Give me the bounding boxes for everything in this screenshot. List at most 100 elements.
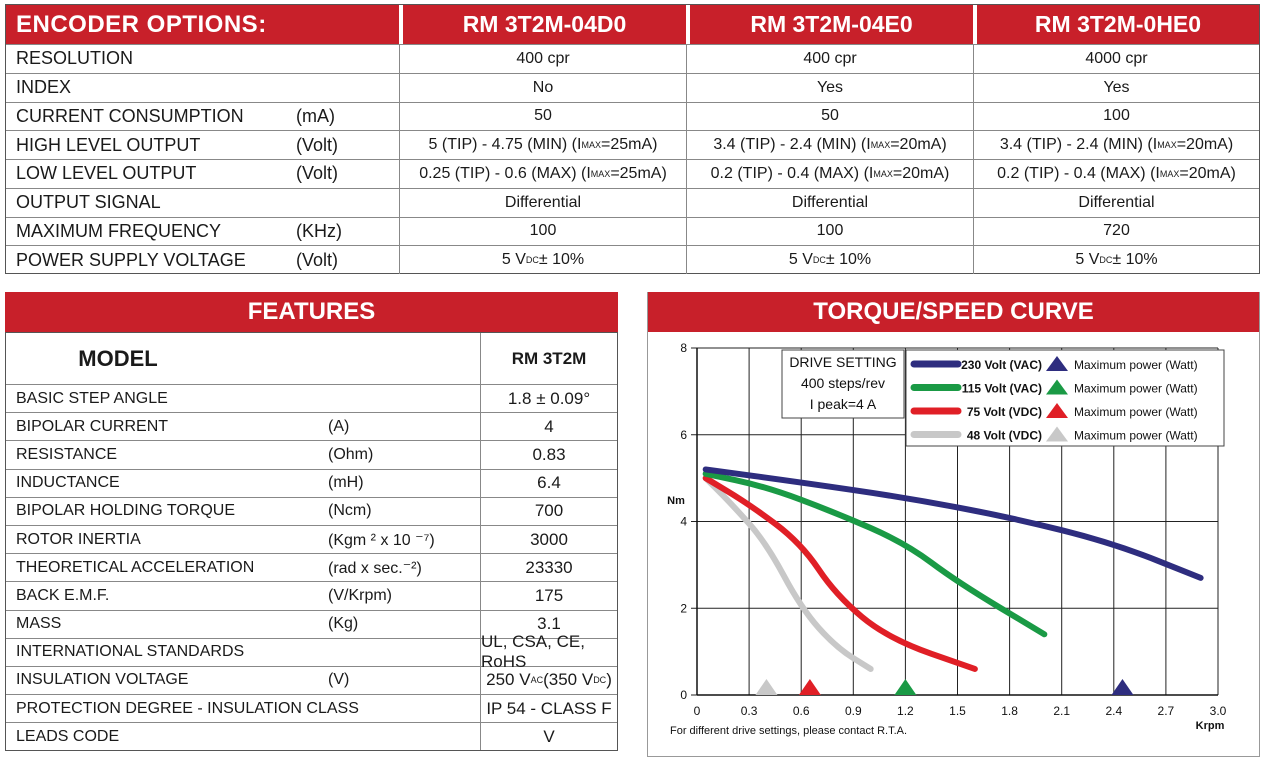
feature-row: ROTOR INERTIA (Kgm ² x 10 ⁻⁷) 3000 [6, 524, 617, 554]
legend-series-name: 48 Volt (VDC) [967, 429, 1042, 443]
feature-label: MASS (Kg) [16, 615, 359, 633]
feature-value: 3.1 [480, 610, 617, 638]
feature-value: 0.83 [480, 441, 617, 469]
encoder-cell: Yes [973, 73, 1259, 102]
legend-max-power-label: Maximum power (Watt) [1074, 358, 1198, 372]
feature-unit: (Kg) [328, 615, 359, 633]
x-tick-label: 1.5 [949, 704, 966, 718]
feature-row: BASIC STEP ANGLE 1.8 ± 0.09° [6, 384, 617, 413]
feature-row: LEADS CODE V [6, 722, 617, 751]
legend-max-power-label: Maximum power (Watt) [1074, 405, 1198, 419]
max-power-marker [755, 679, 778, 695]
feature-value: UL, CSA, CE, RoHS [480, 632, 617, 671]
encoder-cell: Yes [686, 73, 973, 102]
feature-value: V [480, 723, 617, 751]
encoder-row: INDEX No Yes Yes [6, 72, 1259, 102]
encoder-row-label: HIGH LEVEL OUTPUT (Volt) [16, 134, 339, 155]
feature-row: BACK E.M.F. (V/Krpm) 175 [6, 581, 617, 610]
torque-speed-panel: TORQUE/SPEED CURVE 0 0.3 0.6 0.9 1.2 1.5 1.8 2.… [647, 292, 1260, 757]
encoder-rows: RESOLUTION 400 cpr 400 cpr 4000 cpr INDEX No Y… [6, 44, 1259, 274]
series-line [702, 466, 1204, 581]
encoder-cell: 400 cpr [686, 45, 973, 73]
encoder-cell: 5 V DC ± 10% [686, 246, 973, 274]
encoder-cell: Differential [686, 188, 973, 217]
legend-marker [1046, 379, 1068, 395]
encoder-cell: 0.2 (TIP) - 0.4 (MAX) (I MAX =20mA) [973, 160, 1259, 188]
encoder-row-label: CURRENT CONSUMPTION (mA) [16, 105, 335, 126]
feature-value: 1.8 ± 0.09° [480, 385, 617, 413]
feature-unit: (rad x sec.⁻²) [328, 559, 422, 577]
chart-footnote: For different drive settings, please con… [670, 725, 907, 737]
encoder-cell: 100 [686, 217, 973, 246]
encoder-cell: 4000 cpr [973, 45, 1259, 73]
feature-unit: (mH) [328, 474, 364, 492]
encoder-cell: 50 [399, 102, 686, 131]
encoder-row: CURRENT CONSUMPTION (mA) 50 50 100 [6, 101, 1259, 131]
feature-row: INSULATION VOLTAGE (V) 250 V AC (350 V DC) [6, 665, 617, 695]
feature-unit: (Ohm) [328, 445, 374, 463]
feature-label: INDUCTANCE (mH) [16, 474, 364, 492]
feature-label: ROTOR INERTIA (Kgm ² x 10 ⁻⁷) [16, 530, 435, 549]
encoder-cell: 400 cpr [399, 45, 686, 73]
encoder-cell: 5 V DC ± 10% [973, 246, 1259, 274]
encoder-cell: 100 [973, 102, 1259, 131]
encoder-row-label: RESOLUTION [16, 48, 134, 69]
model-label: MODEL [78, 345, 158, 371]
encoder-cell: 0.25 (TIP) - 0.6 (MAX) (I MAX =25mA) [399, 160, 686, 188]
feature-label: BASIC STEP ANGLE [16, 389, 168, 407]
encoder-title: ENCODER OPTIONS: [16, 10, 267, 38]
encoder-row: OUTPUT SIGNAL Differential Differential Dif… [6, 187, 1259, 217]
encoder-row-label: POWER SUPPLY VOLTAGE (Volt) [16, 249, 339, 270]
encoder-cell: 0.2 (TIP) - 0.4 (MAX) (I MAX =20mA) [686, 160, 973, 188]
y-axis-label: Nm [667, 495, 685, 507]
legend-series-name: 115 Volt (VAC) [962, 382, 1042, 396]
model-header-1: RM 3T2M-04D0 [399, 5, 686, 44]
features-title: FEATURES [5, 292, 618, 332]
legend-series-name: 75 Volt (VDC) [967, 405, 1042, 419]
encoder-row: POWER SUPPLY VOLTAGE (Volt) 5 V DC ± 10% 5 V… [6, 245, 1259, 274]
encoder-row-unit: (Volt) [296, 163, 339, 184]
feature-row: BIPOLAR CURRENT (A) 4 [6, 412, 617, 441]
feature-row: PROTECTION DEGREE - INSULATION CLASS IP 5… [6, 694, 617, 723]
feature-value: 6.4 [480, 469, 617, 497]
legend-marker [1046, 403, 1068, 418]
y-tick-label: 2 [680, 601, 687, 615]
encoder-cell: 3.4 (TIP) - 2.4 (MIN) (I MAX =20mA) [973, 131, 1259, 159]
legend-marker [1046, 426, 1068, 442]
encoder-row-label: INDEX [16, 77, 72, 98]
x-tick-label: 0.3 [741, 704, 758, 718]
torque-speed-chart: 0 0.3 0.6 0.9 1.2 1.5 1.8 2.1 2.4 2.7 3.0 0 2 4 6 8 Nm Kr… [667, 341, 1227, 737]
y-tick-label: 4 [680, 515, 687, 529]
feature-label: THEORETICAL ACCELERATION (rad x sec.⁻²) [16, 558, 422, 577]
legend-max-power-label: Maximum power (Watt) [1074, 429, 1198, 443]
encoder-cell: 100 [399, 217, 686, 246]
feature-unit: (V) [328, 671, 350, 689]
feature-unit: (V/Krpm) [328, 586, 392, 604]
feature-unit: (Kgm ² x 10 ⁻⁷) [328, 531, 435, 549]
model-row: MODEL RM 3T2M [6, 332, 617, 384]
features-table: MODEL RM 3T2M BASIC STEP ANGLE 1.8 ± 0.09… [5, 332, 618, 752]
feature-row: MASS (Kg) 3.1 [6, 609, 617, 638]
encoder-cell: 5 (TIP) - 4.75 (MIN) (I MAX =25mA) [399, 131, 686, 159]
feature-value: 700 [480, 497, 617, 525]
x-tick-label: 0.9 [845, 704, 862, 718]
encoder-cell: 50 [686, 102, 973, 131]
x-tick-label: 2.1 [1053, 704, 1070, 718]
legend-marker [1046, 356, 1068, 371]
encoder-row-label: LOW LEVEL OUTPUT (Volt) [16, 163, 339, 184]
feature-row: THEORETICAL ACCELERATION (rad x sec.⁻²) 23… [6, 553, 617, 582]
y-tick-label: 8 [680, 341, 687, 355]
feature-label: LEADS CODE [16, 727, 120, 745]
feature-row: INTERNATIONAL STANDARDS UL, CSA, CE, RoHS [6, 632, 617, 671]
encoder-cell: 5 V DC ± 10% [399, 246, 686, 274]
encoder-cell: Differential [399, 188, 686, 217]
x-tick-label: 0 [694, 704, 701, 718]
feature-value: IP 54 - CLASS F [480, 695, 617, 723]
series-line [702, 470, 1048, 638]
encoder-row: MAXIMUM FREQUENCY (KHz) 100 100 720 [6, 216, 1259, 246]
encoder-row-unit: (Volt) [296, 249, 339, 270]
feature-unit: (A) [328, 417, 350, 435]
encoder-row-unit: (mA) [296, 105, 335, 126]
encoder-row: RESOLUTION 400 cpr 400 cpr 4000 cpr [6, 44, 1259, 73]
feature-label: BIPOLAR CURRENT (A) [16, 417, 350, 435]
